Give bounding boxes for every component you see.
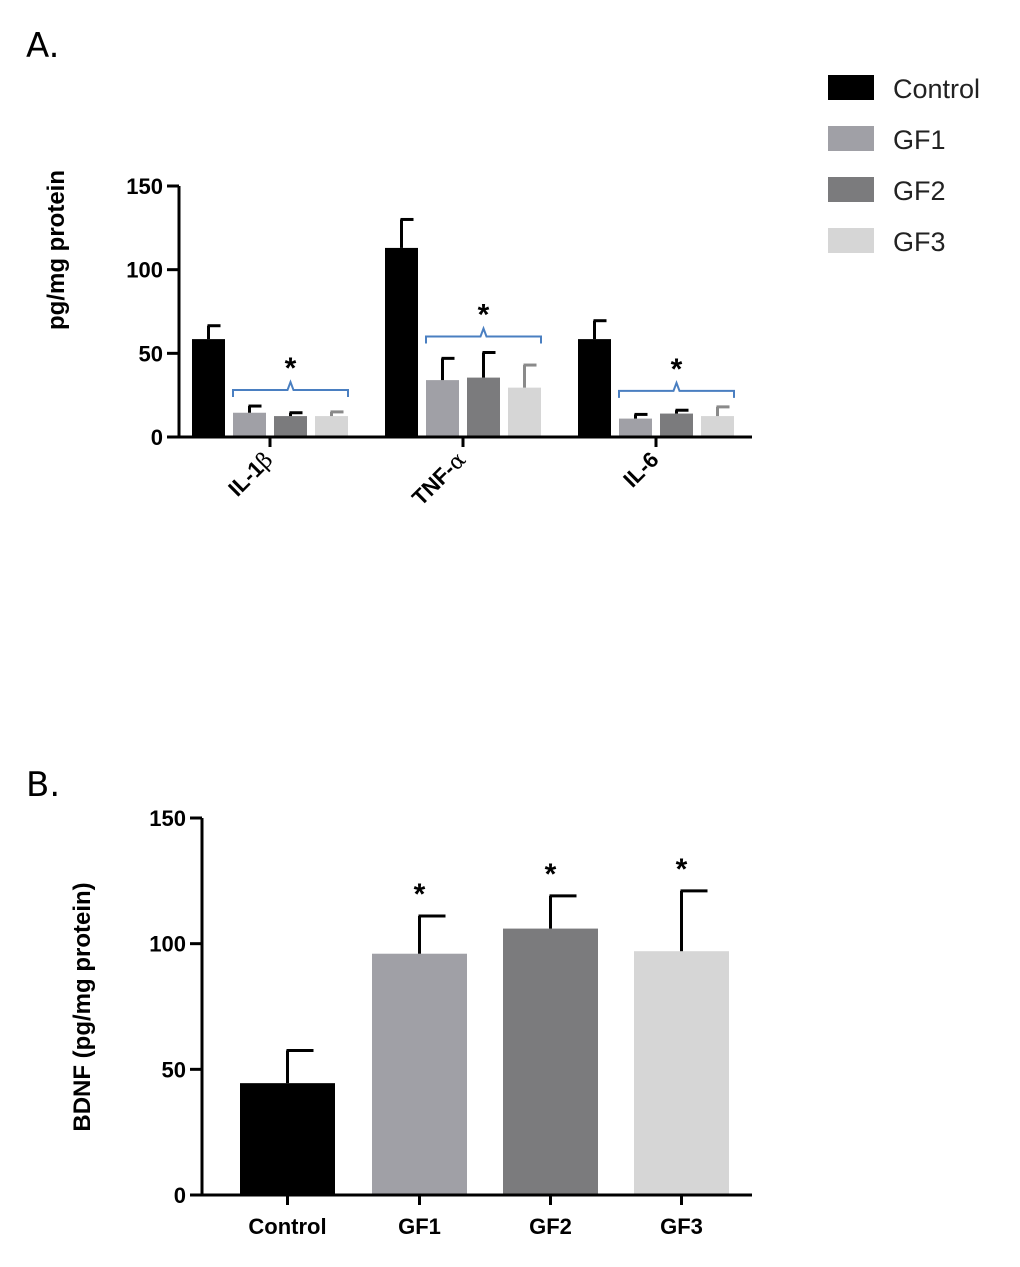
- legend-label-gf2: GF2: [893, 176, 946, 206]
- legend-swatch-gf1: [828, 126, 874, 151]
- legend-label-gf1: GF1: [893, 125, 946, 155]
- panel-a-label: A.: [26, 26, 59, 66]
- significance-star-0: *: [285, 352, 297, 385]
- x-category-label-0: IL-1β: [223, 447, 278, 502]
- bar-gf1-0: [233, 412, 266, 437]
- y-tick-label-2: 100: [126, 258, 163, 283]
- bar-gf3-1: [508, 387, 541, 437]
- y-tick-label-0: 0: [151, 425, 163, 450]
- x-category-label-gf2: GF2: [529, 1214, 572, 1239]
- bar-gf3-0: [315, 416, 348, 437]
- panel-b-label: B.: [26, 765, 60, 805]
- panel-b-bars: * * *: [240, 853, 729, 1195]
- bar-gf2: [503, 928, 598, 1195]
- y-tick-label-0: 0: [174, 1183, 186, 1208]
- bar-gf2-1: [467, 377, 500, 437]
- legend-swatch-gf3: [828, 228, 874, 253]
- x-category-label-control: Control: [248, 1214, 326, 1239]
- bar-gf1-2: [619, 418, 652, 437]
- significance-bracket-1: [425, 325, 542, 344]
- significance-star-2: *: [671, 353, 683, 386]
- x-category-label-2: IL-6: [618, 447, 663, 492]
- panel-a: A. * * * 0 50 100 150 IL-1β TNF-α IL-6 pg/mg pro…: [26, 26, 980, 511]
- y-tick-label-1: 50: [162, 1057, 186, 1082]
- legend-label-control: Control: [893, 74, 980, 104]
- bar-control-1: [385, 247, 418, 437]
- bar-control: [240, 1083, 335, 1195]
- x-category-label-1: TNF-α: [407, 447, 471, 511]
- x-category-label-gf3: GF3: [660, 1214, 703, 1239]
- bar-gf3: [634, 951, 729, 1195]
- significance-star-1: *: [478, 298, 490, 331]
- bar-control-0: [192, 339, 225, 437]
- panel-a-legend: Control GF1 GF2 GF3: [828, 74, 980, 257]
- x-category-label-main: IL-6: [618, 447, 663, 492]
- panel-a-bars: * * *: [192, 217, 735, 437]
- x-category-label-gf1: GF1: [398, 1214, 441, 1239]
- y-tick-label-3: 150: [126, 174, 163, 199]
- panel-a-y-axis-title: pg/mg protein: [43, 170, 70, 330]
- legend-swatch-gf2: [828, 177, 874, 202]
- significance-star-gf1: *: [414, 878, 426, 911]
- significance-bracket-0: [232, 379, 349, 398]
- bar-control-2: [578, 339, 611, 437]
- y-tick-label-3: 150: [149, 806, 186, 831]
- panel-b: B. * * * 0 50 100 150 Control GF1 GF2 GF3 BDNF (p…: [26, 765, 752, 1239]
- bar-gf3-2: [701, 416, 734, 437]
- bar-gf1: [372, 953, 467, 1195]
- y-tick-label-1: 50: [139, 341, 163, 366]
- legend-swatch-control: [828, 75, 874, 100]
- y-tick-label-2: 100: [149, 932, 186, 957]
- panel-b-y-axis-title: BDNF (pg/mg protein): [69, 882, 96, 1131]
- significance-star-gf3: *: [676, 853, 688, 886]
- panel-b-axes: 0 50 100 150 Control GF1 GF2 GF3: [149, 806, 752, 1239]
- bar-gf2-2: [660, 413, 693, 437]
- legend-label-gf3: GF3: [893, 227, 946, 257]
- bar-gf1-1: [426, 380, 459, 437]
- significance-star-gf2: *: [545, 858, 557, 891]
- significance-bracket-2: [618, 380, 735, 398]
- bar-gf2-0: [274, 416, 307, 437]
